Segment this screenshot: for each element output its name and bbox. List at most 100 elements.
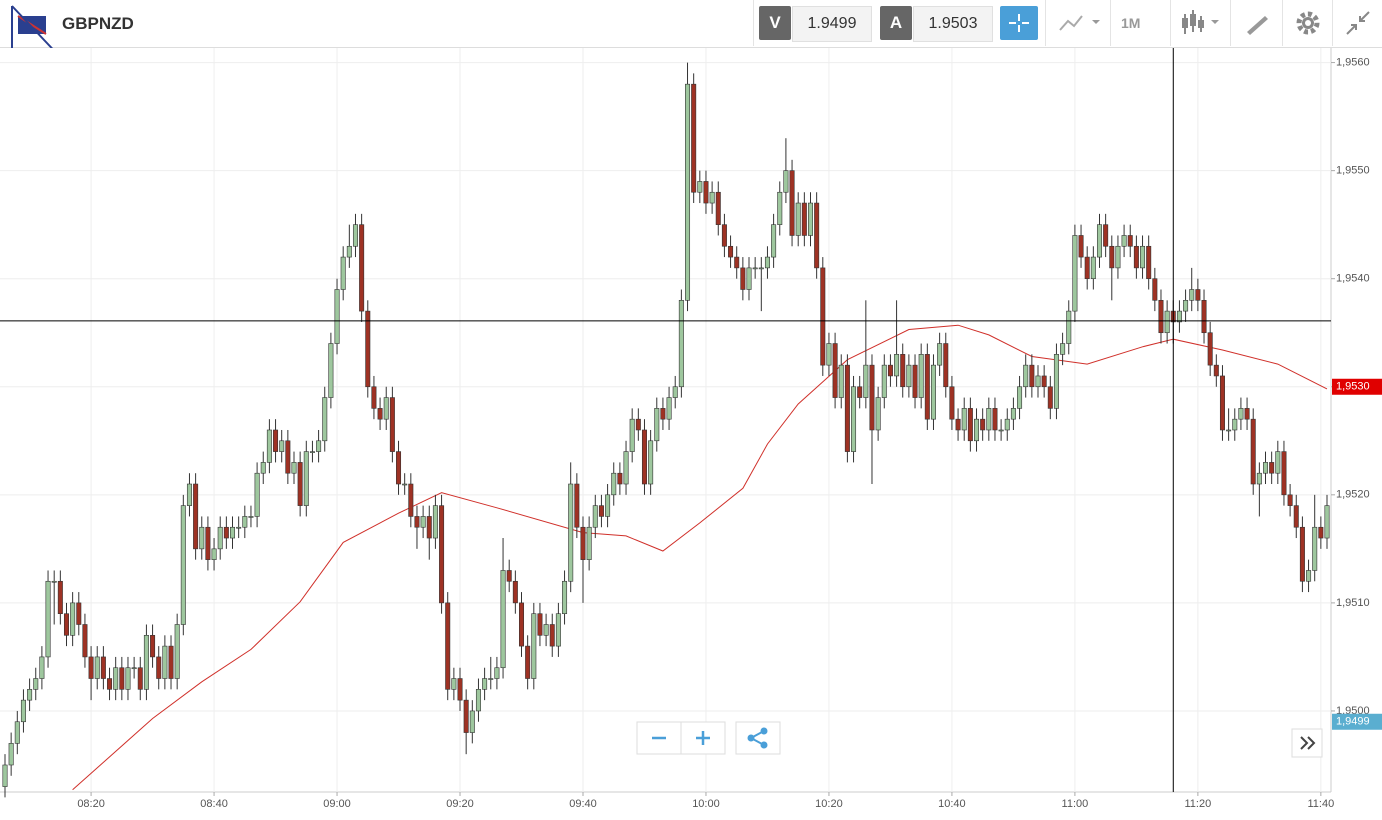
candle-body xyxy=(322,397,328,442)
x-tick-label: 10:40 xyxy=(938,798,966,810)
candle-body xyxy=(143,635,149,690)
candle-body xyxy=(598,505,604,517)
candle-body xyxy=(924,354,930,420)
candle-body xyxy=(279,440,285,452)
candle-body xyxy=(1096,224,1102,258)
share-button[interactable] xyxy=(735,721,781,755)
candle-body xyxy=(992,408,998,431)
candle-body xyxy=(592,505,598,528)
settings-button[interactable] xyxy=(1282,0,1333,46)
candle-body xyxy=(1256,472,1262,485)
draw-button[interactable] xyxy=(1230,0,1283,46)
bid-label[interactable]: V xyxy=(759,6,791,40)
candle-body xyxy=(1103,224,1109,247)
candle-body xyxy=(414,516,420,528)
candle-body xyxy=(20,699,26,723)
candle-body xyxy=(352,224,358,247)
candle-body xyxy=(783,170,789,193)
candle-body xyxy=(623,451,629,485)
ask-price[interactable]: 1.9503 xyxy=(913,6,993,42)
candle-body xyxy=(8,743,14,766)
candle-body xyxy=(844,364,850,452)
candle-body xyxy=(1164,310,1170,334)
candle-body xyxy=(186,483,192,506)
collapse-button[interactable] xyxy=(1332,0,1382,46)
candle-body xyxy=(328,343,334,398)
y-tick-label: 1,9560 xyxy=(1336,56,1370,68)
candle-body xyxy=(666,397,672,420)
y-tick-label: 1,9540 xyxy=(1336,273,1370,285)
candle-body xyxy=(648,440,654,485)
candle-body xyxy=(63,613,69,636)
bid-price[interactable]: 1.9499 xyxy=(792,6,872,42)
candle-body xyxy=(506,570,512,582)
candle-body xyxy=(1078,235,1084,258)
candle-body xyxy=(1232,418,1238,431)
candle-body xyxy=(930,364,936,420)
candle-body xyxy=(494,667,500,679)
candle-body xyxy=(1010,408,1016,420)
candle-body xyxy=(94,656,100,679)
candle-body xyxy=(1275,451,1281,474)
candle-body xyxy=(758,267,764,270)
candle-body xyxy=(1238,408,1244,420)
x-tick-label: 08:40 xyxy=(200,798,228,810)
candle-body xyxy=(76,602,82,625)
candle-body xyxy=(949,386,955,420)
candle-body xyxy=(482,678,488,690)
crosshair-button[interactable] xyxy=(1000,6,1038,40)
candle-body xyxy=(1158,300,1164,334)
candle-body xyxy=(359,224,365,312)
scroll-right-button[interactable] xyxy=(1291,728,1323,758)
candle-body xyxy=(807,202,813,236)
candle-body xyxy=(131,667,137,670)
candle-body xyxy=(334,289,340,344)
candle-body xyxy=(937,343,943,366)
x-tick-label: 09:40 xyxy=(569,798,597,810)
candle-body xyxy=(426,516,432,539)
candle-body xyxy=(795,202,801,236)
candle-body xyxy=(1090,256,1096,279)
y-tick-label: 1,9520 xyxy=(1336,489,1370,501)
candle-body xyxy=(420,516,426,528)
price-tag xyxy=(1332,713,1382,730)
candle-body xyxy=(39,656,45,679)
candle-body xyxy=(820,267,826,366)
x-tick-label: 08:20 xyxy=(77,798,105,810)
candle-body xyxy=(150,635,156,658)
candle-body xyxy=(1306,570,1312,582)
candle-body xyxy=(549,624,555,647)
candle-body xyxy=(574,483,580,528)
candle-body xyxy=(1060,343,1066,355)
candle-body xyxy=(242,516,248,528)
candle-body xyxy=(641,429,647,485)
timeframe[interactable]: 1M xyxy=(1121,15,1141,31)
candle-body xyxy=(346,245,352,258)
candle-body xyxy=(1133,245,1139,269)
chart-type-button[interactable] xyxy=(1045,0,1111,46)
candle-body xyxy=(254,472,260,517)
candle-body xyxy=(746,267,752,290)
candle-body xyxy=(1201,300,1207,334)
candle-body xyxy=(912,364,918,398)
candle-body xyxy=(1293,505,1299,528)
candle-body xyxy=(568,483,574,582)
candle-body xyxy=(371,386,377,409)
candle-body xyxy=(1226,429,1232,432)
candle-body xyxy=(389,397,395,452)
candle-body xyxy=(70,602,76,636)
candle-body xyxy=(1287,494,1293,506)
candle-body xyxy=(1072,235,1078,312)
candle-body xyxy=(217,526,223,550)
ask-label[interactable]: A xyxy=(880,6,912,40)
toolbar: GBPNZD V 1.9499 A 1.9503 1M xyxy=(0,0,1382,60)
candle-body xyxy=(1109,245,1115,269)
candle-body xyxy=(475,689,481,712)
candle-body xyxy=(248,516,254,518)
candle-button[interactable] xyxy=(1170,0,1231,46)
candle-body xyxy=(365,310,371,388)
candle-body xyxy=(580,526,586,560)
candle-body xyxy=(1269,462,1275,474)
timeframe-button[interactable] xyxy=(1110,0,1171,46)
